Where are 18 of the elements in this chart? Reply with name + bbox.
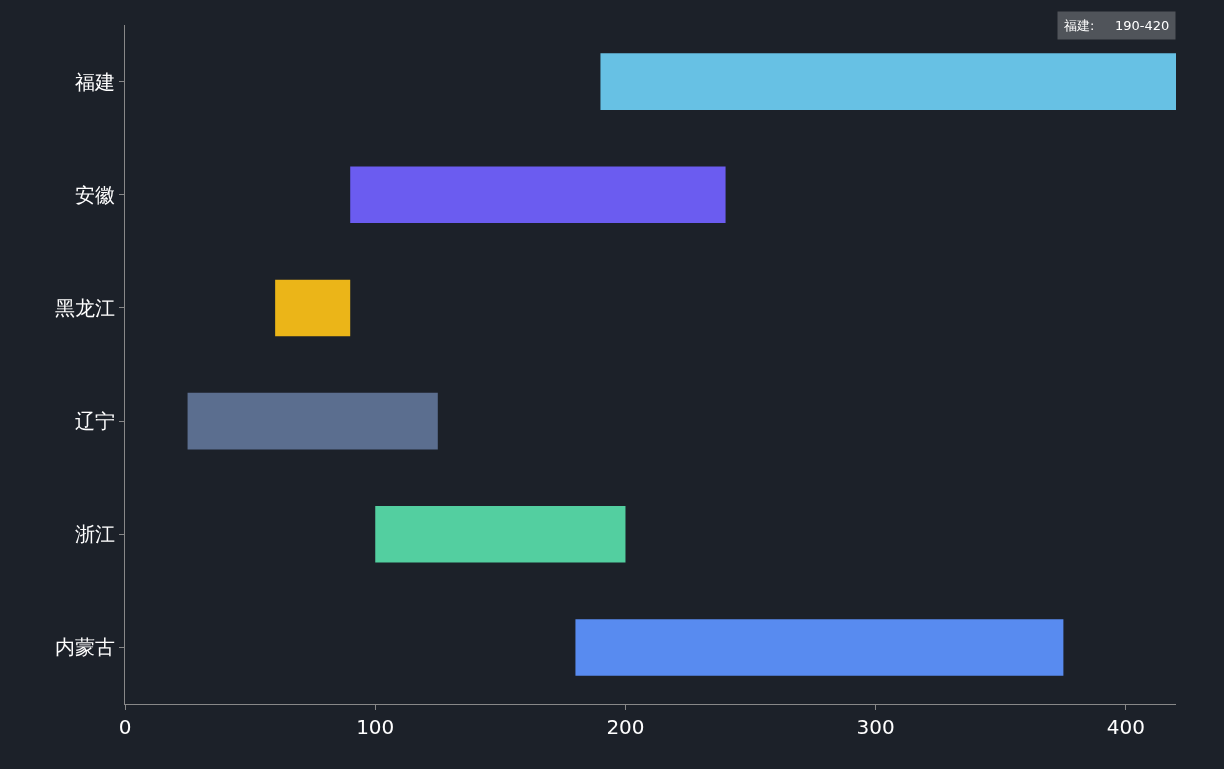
- annotation: 福建: 190-420: [1064, 18, 1170, 33]
- x-tick-label: 0: [118, 715, 132, 739]
- bar: [600, 53, 1176, 110]
- x-tick-label: 200: [606, 715, 645, 739]
- y-tick-label: 安徽: [75, 182, 115, 207]
- y-tick-label: 福建: [75, 69, 115, 94]
- x-tick-label: 400: [1106, 715, 1146, 739]
- x-tick-label: 300: [856, 715, 895, 739]
- y-tick-label: 内蒙古: [55, 635, 115, 660]
- bar: [375, 505, 626, 563]
- bar: [350, 166, 726, 224]
- bar: [575, 619, 1064, 676]
- y-tick-label: 浙江: [75, 522, 115, 547]
- bar: [187, 392, 438, 450]
- bar: [275, 279, 351, 337]
- x-tick-label: 100: [356, 715, 395, 739]
- y-tick-label: 辽宁: [75, 409, 115, 434]
- y-tick-label: 黑龙江: [55, 295, 115, 320]
